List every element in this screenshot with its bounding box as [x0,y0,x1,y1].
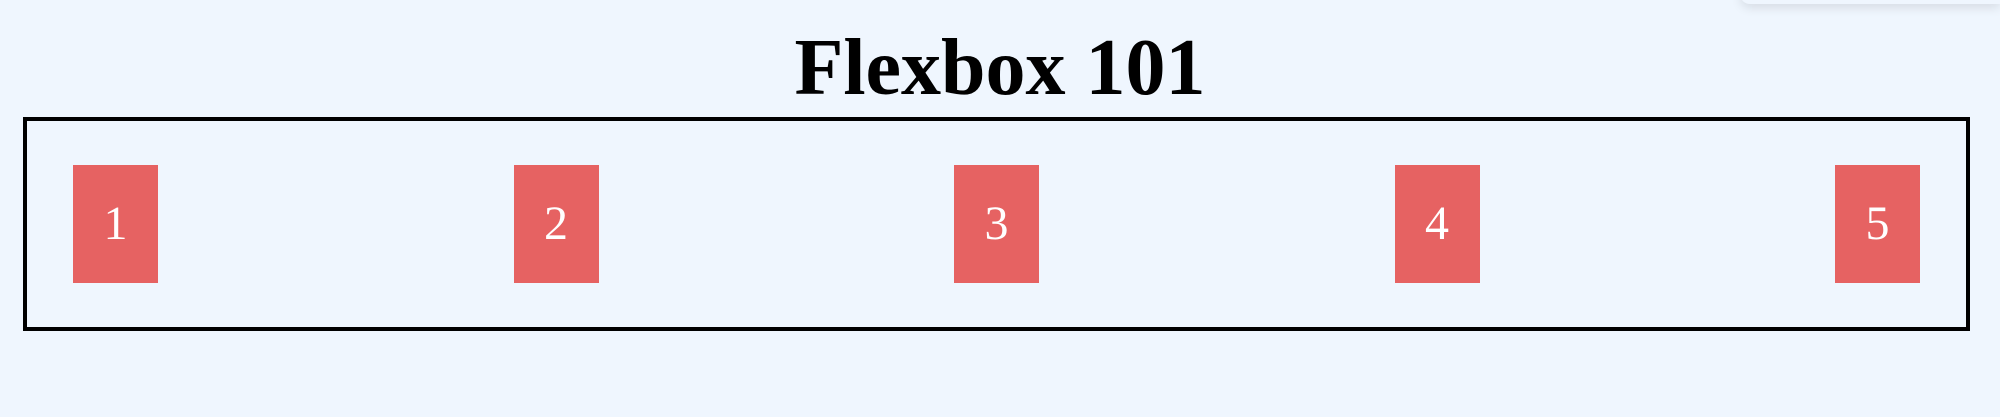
flex-container: 1 2 3 4 5 [23,117,1970,331]
flex-item-3: 3 [954,165,1039,283]
page-title: Flexbox 101 [794,24,1206,112]
top-right-panel-edge [1740,0,2000,4]
flex-item-1: 1 [73,165,158,283]
flex-item-2: 2 [513,165,599,283]
flex-item-4: 4 [1394,165,1480,283]
flex-item-5: 5 [1835,165,1920,283]
